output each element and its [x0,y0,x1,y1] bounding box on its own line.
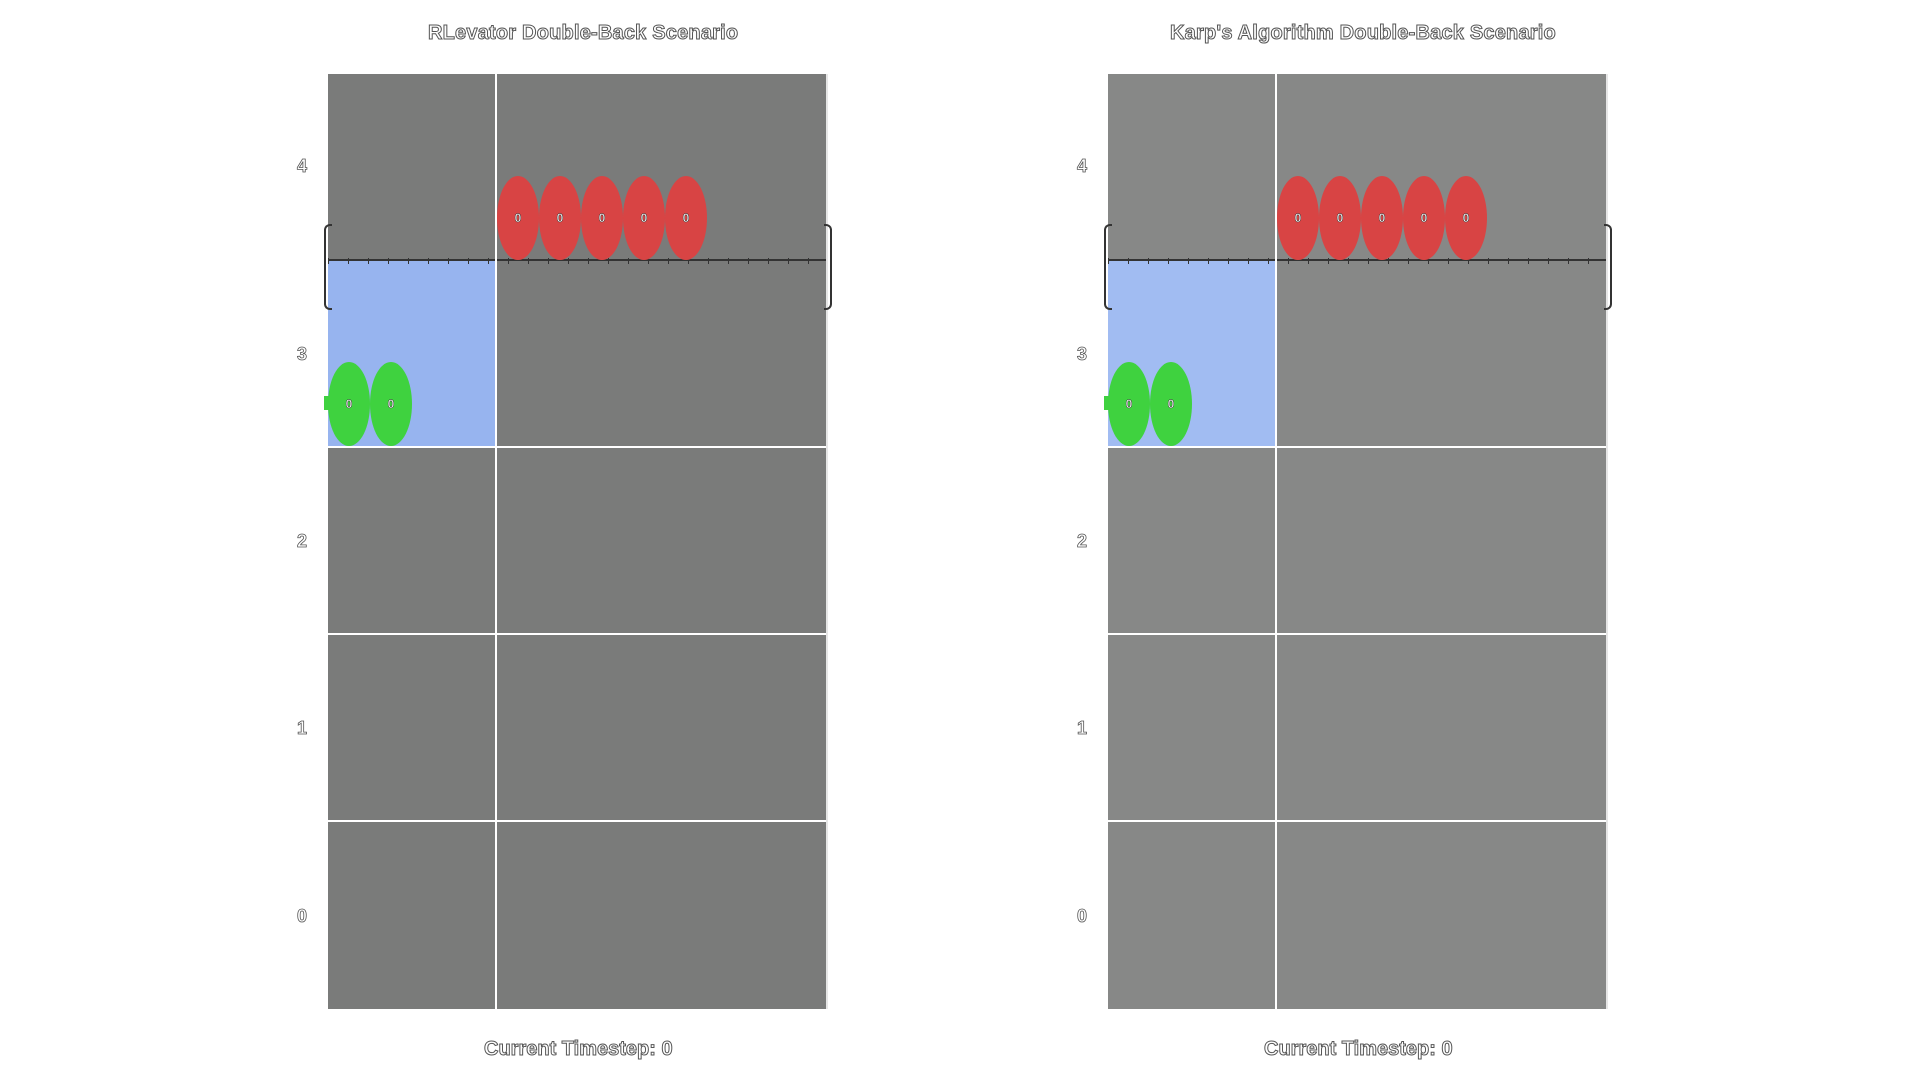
waiting-passenger: 0 [497,176,539,260]
floor-divider [328,820,826,822]
floor-label-3: 3 [1076,344,1088,365]
floor-divider [328,446,826,448]
floor-label-4: 4 [1076,156,1088,177]
riding-passenger: 0 [370,362,412,446]
timestep-label: Current Timestep: 0 [1264,1038,1454,1061]
floor-divider [328,633,826,635]
floor-label-2: 2 [1076,531,1088,552]
floor-label-0: 0 [1076,906,1088,927]
shaft-divider [1275,74,1277,1009]
panel-title: RLevator Double-Back Scenario [427,22,739,45]
floor-label-1: 1 [1076,718,1088,739]
building-grid: 4 3 2 1 0 0 0 0 0 0 0 0 [1077,74,1612,1009]
waiting-passenger: 0 [623,176,665,260]
floor-label-3: 3 [296,344,308,365]
bracket-marker [324,224,332,310]
floor-tick-marks [328,258,826,264]
waiting-passenger: 0 [1277,176,1319,260]
waiting-passenger: 0 [1445,176,1487,260]
floor-label-0: 0 [296,906,308,927]
floor-divider [1108,446,1606,448]
bracket-marker [824,224,832,310]
floor-label-4: 4 [296,156,308,177]
floor-label-2: 2 [296,531,308,552]
riding-indicator [324,396,330,410]
riding-passenger: 0 [1108,362,1150,446]
waiting-passenger: 0 [1361,176,1403,260]
bracket-marker [1604,224,1612,310]
panel-rlevator: RLevator Double-Back Scenario 4 3 2 1 0 … [297,22,832,1061]
floor-tick-marks [1108,258,1606,264]
building-grid: 4 3 2 1 0 0 0 0 0 0 0 0 [297,74,832,1009]
timestep-label: Current Timestep: 0 [484,1038,674,1061]
riding-passenger: 0 [1150,362,1192,446]
waiting-passenger: 0 [539,176,581,260]
riding-passenger: 0 [328,362,370,446]
waiting-passenger: 0 [665,176,707,260]
floor-divider [1108,820,1606,822]
floor-label-1: 1 [296,718,308,739]
waiting-passenger: 0 [1319,176,1361,260]
waiting-passenger: 0 [1403,176,1445,260]
shaft-divider [495,74,497,1009]
panel-title: Karp's Algorithm Double-Back Scenario [1170,22,1557,45]
riding-indicator [1104,396,1110,410]
bracket-marker [1104,224,1112,310]
panel-karp: Karp's Algorithm Double-Back Scenario 4 … [780,0,1740,1080]
waiting-passenger: 0 [581,176,623,260]
floor-divider [1108,633,1606,635]
